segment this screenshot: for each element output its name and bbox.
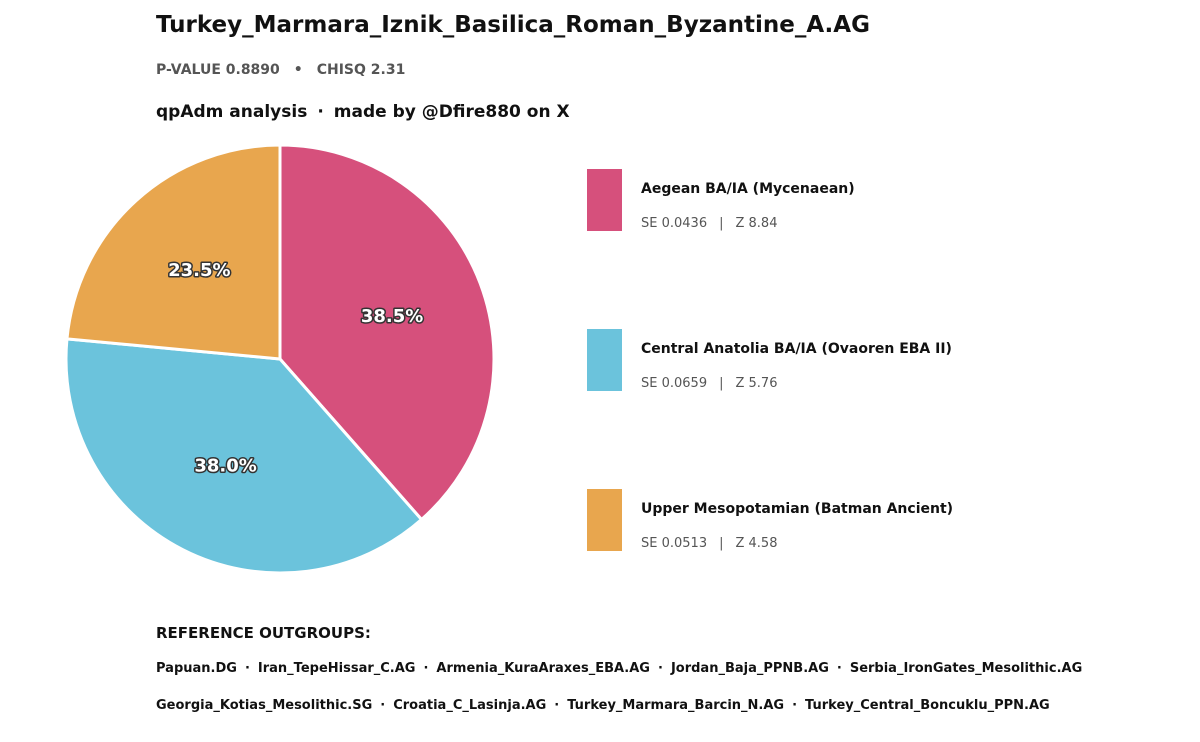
reference-outgroups-line-2: Georgia_Kotias_Mesolithic.SG · Croatia_C_L… bbox=[156, 698, 1050, 713]
legend-label: Central Anatolia BA/IA (Ovaoren EBA II) bbox=[641, 341, 952, 357]
outgroup-item: Georgia_Kotias_Mesolithic.SG bbox=[156, 698, 373, 713]
pie-label-central-anatolia: 38.0% bbox=[194, 455, 256, 476]
legend-swatch-upper-mesopotamian bbox=[587, 489, 622, 551]
legend-separator: | bbox=[719, 216, 724, 231]
legend-separator: | bbox=[719, 536, 724, 551]
p-value: P-VALUE 0.8890 bbox=[156, 62, 280, 78]
legend-separator: | bbox=[719, 376, 724, 391]
legend-se: SE 0.0513 bbox=[641, 536, 708, 551]
legend-se: SE 0.0436 bbox=[641, 216, 708, 231]
legend-swatch-central-anatolia bbox=[587, 329, 622, 391]
outgroup-item: Turkey_Central_Boncuklu_PPN.AG bbox=[805, 698, 1050, 713]
reference-outgroups-heading: REFERENCE OUTGROUPS: bbox=[156, 624, 371, 642]
outgroup-item: Croatia_C_Lasinja.AG bbox=[393, 698, 547, 713]
legend-label: Upper Mesopotamian (Batman Ancient) bbox=[641, 501, 954, 517]
outgroup-item: Iran_TepeHissar_C.AG bbox=[257, 661, 416, 676]
legend-stats: SE 0.0436 | Z 8.84 bbox=[641, 216, 777, 231]
fit-statistics: P-VALUE 0.8890 • CHISQ 2.31 bbox=[156, 62, 405, 78]
outgroup-separator: · bbox=[657, 661, 663, 676]
outgroup-item: Armenia_KuraAraxes_EBA.AG bbox=[436, 661, 650, 676]
legend-stats: SE 0.0659 | Z 5.76 bbox=[641, 376, 777, 391]
outgroup-item: Turkey_Marmara_Barcin_N.AG bbox=[567, 698, 785, 713]
subtitle-credit: made by @Dfire880 on X bbox=[333, 102, 570, 122]
pie-label-aegean: 38.5% bbox=[361, 306, 423, 327]
pie-slice-central-anatolia bbox=[64, 337, 424, 575]
outgroup-item: Papuan.DG bbox=[156, 661, 237, 676]
legend-z: Z 8.84 bbox=[735, 216, 778, 231]
pie-slice-aegean bbox=[278, 143, 496, 522]
pie-label-upper-mesopotamian: 23.5% bbox=[168, 260, 230, 281]
outgroup-separator: · bbox=[423, 661, 429, 676]
subtitle-analysis: qpAdm analysis bbox=[156, 102, 308, 122]
chart-title: Turkey_Marmara_Iznik_Basilica_Roman_Byza… bbox=[156, 12, 870, 38]
legend-stats: SE 0.0513 | Z 4.58 bbox=[641, 536, 777, 551]
pie-slice-upper-mesopotamian bbox=[65, 143, 282, 361]
outgroup-separator: · bbox=[380, 698, 386, 713]
subtitle-separator: · bbox=[317, 102, 324, 122]
stat-separator: • bbox=[293, 62, 303, 78]
legend-z: Z 5.76 bbox=[735, 376, 778, 391]
legend-label: Aegean BA/IA (Mycenaean) bbox=[641, 181, 855, 197]
outgroup-separator: · bbox=[792, 698, 798, 713]
outgroup-separator: · bbox=[244, 661, 250, 676]
legend-swatch-aegean bbox=[587, 169, 622, 231]
legend-z: Z 4.58 bbox=[735, 536, 778, 551]
pie-chart: 38.5% 38.0% 23.5% bbox=[64, 143, 496, 575]
chart-subtitle: qpAdm analysis · made by @Dfire880 on X bbox=[156, 102, 570, 122]
chisq-value: CHISQ 2.31 bbox=[316, 62, 406, 78]
outgroup-separator: · bbox=[554, 698, 560, 713]
outgroup-separator: · bbox=[836, 661, 842, 676]
legend-se: SE 0.0659 bbox=[641, 376, 708, 391]
outgroup-item: Serbia_IronGates_Mesolithic.AG bbox=[849, 661, 1083, 676]
reference-outgroups-line-1: Papuan.DG · Iran_TepeHissar_C.AG · Armenia_K… bbox=[156, 661, 1082, 676]
outgroup-item: Jordan_Baja_PPNB.AG bbox=[670, 661, 829, 676]
